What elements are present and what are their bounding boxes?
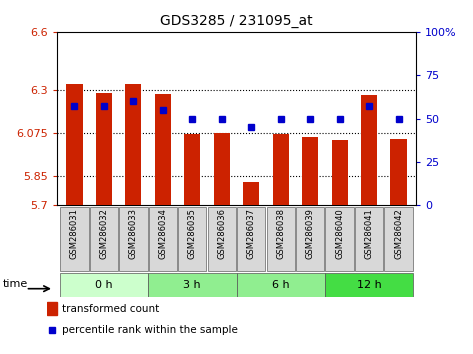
Bar: [361, 96, 377, 205]
Text: GSM286033: GSM286033: [129, 208, 138, 259]
Text: GSM286038: GSM286038: [276, 208, 285, 259]
FancyBboxPatch shape: [355, 207, 383, 271]
Text: GSM286040: GSM286040: [335, 208, 344, 259]
Bar: [214, 133, 230, 205]
Text: GSM286041: GSM286041: [365, 208, 374, 259]
Bar: [66, 84, 83, 205]
Bar: [155, 95, 171, 205]
Text: 6 h: 6 h: [272, 280, 289, 290]
Bar: [302, 137, 318, 205]
Text: GSM286036: GSM286036: [217, 208, 226, 259]
FancyBboxPatch shape: [149, 207, 177, 271]
FancyBboxPatch shape: [236, 273, 325, 297]
Text: 12 h: 12 h: [357, 280, 381, 290]
Bar: [184, 134, 201, 205]
FancyBboxPatch shape: [325, 273, 413, 297]
Text: percentile rank within the sample: percentile rank within the sample: [62, 325, 238, 336]
Text: GSM286031: GSM286031: [70, 208, 79, 259]
Text: GSM286042: GSM286042: [394, 208, 403, 259]
FancyBboxPatch shape: [296, 207, 324, 271]
FancyBboxPatch shape: [325, 207, 354, 271]
FancyBboxPatch shape: [385, 207, 413, 271]
FancyBboxPatch shape: [208, 207, 236, 271]
Text: transformed count: transformed count: [62, 304, 159, 314]
Bar: [96, 92, 112, 205]
Bar: [390, 139, 407, 205]
FancyBboxPatch shape: [148, 273, 236, 297]
FancyBboxPatch shape: [90, 207, 118, 271]
Bar: [125, 84, 141, 205]
FancyBboxPatch shape: [60, 273, 148, 297]
Text: GDS3285 / 231095_at: GDS3285 / 231095_at: [160, 14, 313, 28]
Text: GSM286032: GSM286032: [99, 208, 108, 259]
Text: 3 h: 3 h: [184, 280, 201, 290]
FancyBboxPatch shape: [60, 207, 88, 271]
Bar: [47, 302, 57, 315]
Text: time: time: [3, 279, 28, 289]
Text: GSM286034: GSM286034: [158, 208, 167, 259]
Text: GSM286035: GSM286035: [188, 208, 197, 259]
Bar: [243, 182, 259, 205]
Bar: [332, 140, 348, 205]
FancyBboxPatch shape: [178, 207, 206, 271]
Bar: [272, 134, 289, 205]
FancyBboxPatch shape: [237, 207, 265, 271]
Text: GSM286037: GSM286037: [247, 208, 256, 259]
FancyBboxPatch shape: [119, 207, 148, 271]
Text: 0 h: 0 h: [95, 280, 113, 290]
FancyBboxPatch shape: [267, 207, 295, 271]
Text: GSM286039: GSM286039: [306, 208, 315, 259]
